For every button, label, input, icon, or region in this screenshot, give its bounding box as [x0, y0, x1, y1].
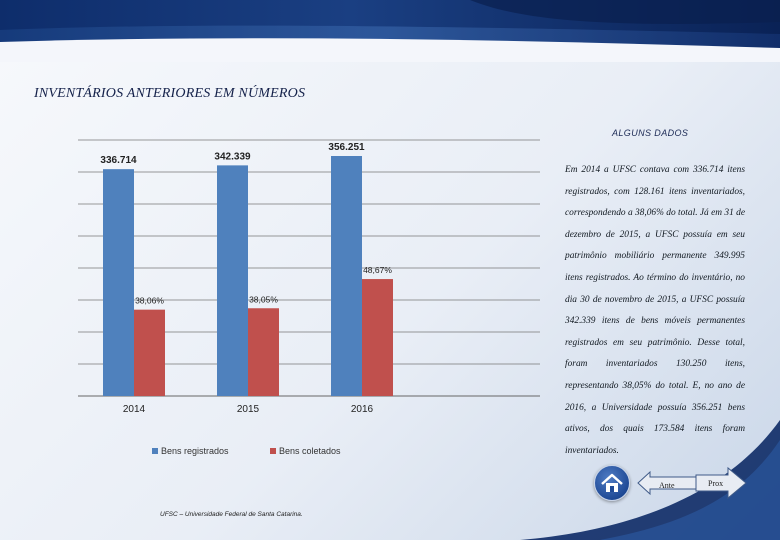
bar-coletados-2016	[362, 279, 393, 396]
prev-button-label[interactable]: Ante	[659, 481, 675, 490]
data-label-coletados-2016: 48,67%	[363, 265, 392, 275]
legend-item-coletados: Bens coletados	[270, 446, 341, 456]
bar-coletados-2015	[248, 308, 279, 396]
x-tick-label-2014: 2014	[123, 404, 146, 415]
legend-swatch-coletados	[270, 448, 276, 454]
corner-decoration	[520, 420, 780, 540]
bar-coletados-2014	[134, 309, 165, 396]
header-band	[0, 0, 780, 62]
data-label-registrados-2014: 336.714	[100, 155, 137, 166]
x-tick-label-2016: 2016	[351, 404, 374, 415]
side-heading: ALGUNS DADOS	[612, 128, 689, 138]
data-label-registrados-2016: 356.251	[328, 142, 365, 153]
home-button[interactable]	[594, 465, 630, 501]
home-icon	[601, 473, 623, 492]
legend-item-registrados: Bens registrados	[152, 446, 229, 456]
page-title: INVENTÁRIOS ANTERIORES EM NÚMEROS	[34, 86, 306, 101]
next-button-label[interactable]: Prox	[708, 479, 724, 488]
bar-registrados-2016	[331, 155, 362, 396]
data-label-coletados-2014: 38,06%	[135, 296, 164, 306]
bar-registrados-2015	[217, 165, 248, 396]
header-graphic	[0, 0, 780, 62]
next-button[interactable]	[694, 466, 748, 500]
bar-registrados-2014	[103, 169, 134, 396]
legend-swatch-registrados	[152, 448, 158, 454]
chart-labels: 336.714 38,06% 2014 342.339 38,05% 2015 356.25…	[100, 142, 392, 415]
data-label-registrados-2015: 342.339	[214, 151, 251, 162]
chart-bars	[103, 155, 393, 396]
footer-text: UFSC – Universidade Federal de Santa Cat…	[160, 511, 303, 518]
legend-label-registrados: Bens registrados	[161, 446, 229, 456]
legend-label-coletados: Bens coletados	[279, 446, 341, 456]
x-tick-label-2015: 2015	[237, 404, 260, 415]
bar-chart: 336.714 38,06% 2014 342.339 38,05% 2015 356.25…	[78, 139, 540, 415]
data-label-coletados-2015: 38,05%	[249, 294, 278, 304]
side-description: Em 2014 a UFSC contava com 336.714 itens…	[565, 165, 745, 456]
